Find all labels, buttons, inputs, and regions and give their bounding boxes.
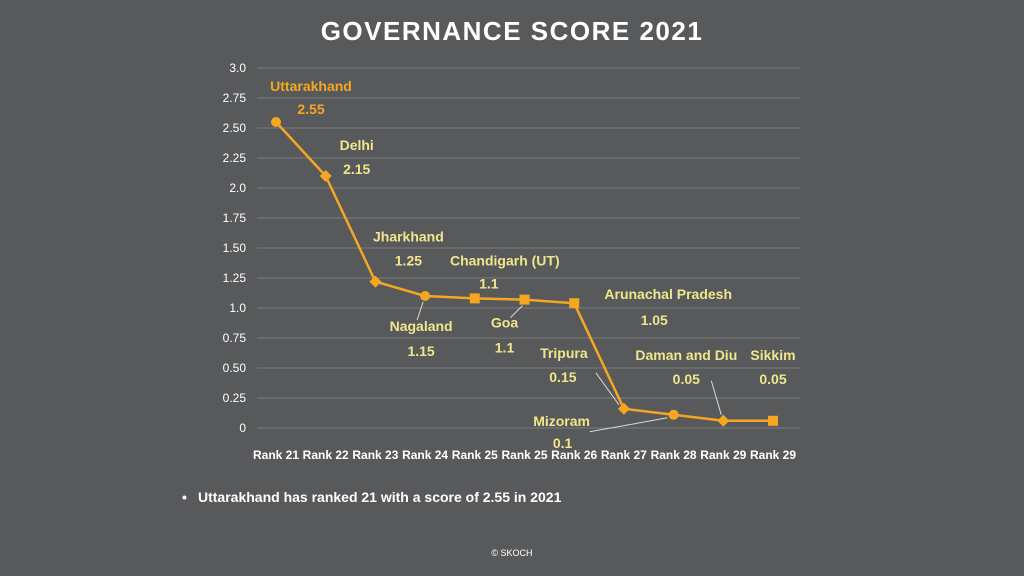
- point-annotations: Uttarakhand 2.55 Delhi 2.15 Jharkhand 1.25 Nag…: [270, 78, 795, 451]
- annotation-value: 1.05: [641, 312, 668, 328]
- annotation-name: Uttarakhand: [270, 78, 352, 94]
- chart-title: GOVERNANCE SCORE 2021: [320, 16, 704, 46]
- annotation-name: Mizoram: [533, 413, 590, 429]
- annotation-name: Delhi: [340, 137, 374, 153]
- y-tick-label: 2.0: [229, 181, 246, 195]
- data-point: [519, 294, 530, 305]
- annotation-value: 2.15: [343, 161, 370, 177]
- annotation-name: Nagaland: [390, 318, 453, 334]
- annotation-name: Sikkim: [750, 347, 795, 363]
- annotation-leader: [710, 380, 722, 415]
- x-tick-label: Rank 25: [501, 448, 547, 462]
- summary-bullet: • Uttarakhand has ranked 21 with a score …: [182, 489, 561, 505]
- annotation-value: 0.15: [549, 369, 576, 385]
- data-point: [717, 414, 730, 427]
- annotation-value: 2.55: [297, 101, 324, 117]
- annotation-value: 1.1: [479, 275, 499, 291]
- y-tick-label: 1.75: [223, 211, 247, 225]
- y-tick-label: 0.25: [223, 391, 247, 405]
- bullet-text: Uttarakhand has ranked 21 with a score o…: [198, 489, 562, 505]
- annotation-name: Arunachal Pradesh: [604, 286, 732, 302]
- annotation-value: 1.15: [407, 343, 434, 359]
- annotation-leader: [416, 301, 424, 321]
- annotation-value: 1.1: [495, 340, 515, 356]
- x-tick-label: Rank 23: [352, 448, 398, 462]
- x-tick-label: Rank 27: [601, 448, 647, 462]
- y-tick-label: 1.25: [223, 271, 247, 285]
- y-tick-label: 2.25: [223, 151, 247, 165]
- y-tick-label: 0.75: [223, 331, 247, 345]
- x-tick-label: Rank 24: [402, 448, 448, 462]
- data-point: [469, 293, 480, 304]
- data-point: [617, 402, 630, 415]
- x-tick-label: Rank 22: [303, 448, 349, 462]
- y-tick-label: 0: [239, 421, 246, 435]
- annotation-value: 0.05: [673, 371, 700, 387]
- annotation-name: Chandigarh (UT): [450, 252, 560, 268]
- data-point: [569, 298, 580, 309]
- data-point: [319, 170, 332, 182]
- annotation-leaders: [416, 301, 722, 433]
- y-tick-label: 1.0: [229, 301, 246, 315]
- x-axis-ticks: Rank 21 Rank 22 Rank 23 Rank 24 Rank 25 Rank …: [253, 448, 796, 462]
- bullet-marker: •: [182, 489, 187, 505]
- x-tick-label: Rank 28: [651, 448, 697, 462]
- annotation-value: 0.05: [759, 371, 786, 387]
- annotation-name: Daman and Diu: [635, 347, 737, 363]
- y-tick-label: 2.75: [223, 91, 247, 105]
- annotation-name: Goa: [491, 315, 518, 331]
- annotation-leader: [589, 417, 668, 433]
- y-tick-label: 0.50: [223, 361, 247, 375]
- y-tick-label: 2.50: [223, 121, 247, 135]
- annotation-name: Tripura: [540, 345, 588, 361]
- y-tick-label: 3.0: [229, 61, 246, 75]
- data-point: [420, 291, 431, 301]
- x-tick-label: Rank 25: [452, 448, 498, 462]
- copyright-footer: © SKOCH: [491, 548, 533, 558]
- series-markers: [271, 117, 778, 427]
- y-tick-label: 1.50: [223, 241, 247, 255]
- x-tick-label: Rank 29: [700, 448, 746, 462]
- annotation-leader: [595, 372, 620, 406]
- x-tick-label: Rank 21: [253, 448, 299, 462]
- annotation-value: 1.25: [395, 253, 422, 269]
- grid-lines: [257, 67, 800, 429]
- data-point: [271, 117, 281, 127]
- data-point: [668, 409, 679, 420]
- y-axis-ticks: 0 0.25 0.50 0.75 1.0 1.25 1.50 1.75 2.0 2.25 2.50 2…: [223, 61, 247, 435]
- x-tick-label: Rank 26: [551, 448, 597, 462]
- x-tick-label: Rank 29: [750, 448, 796, 462]
- data-point: [369, 275, 382, 288]
- data-point: [768, 415, 778, 426]
- annotation-name: Jharkhand: [373, 229, 444, 245]
- annotation-value: 0.1: [553, 435, 573, 451]
- annotation-leader: [510, 305, 523, 318]
